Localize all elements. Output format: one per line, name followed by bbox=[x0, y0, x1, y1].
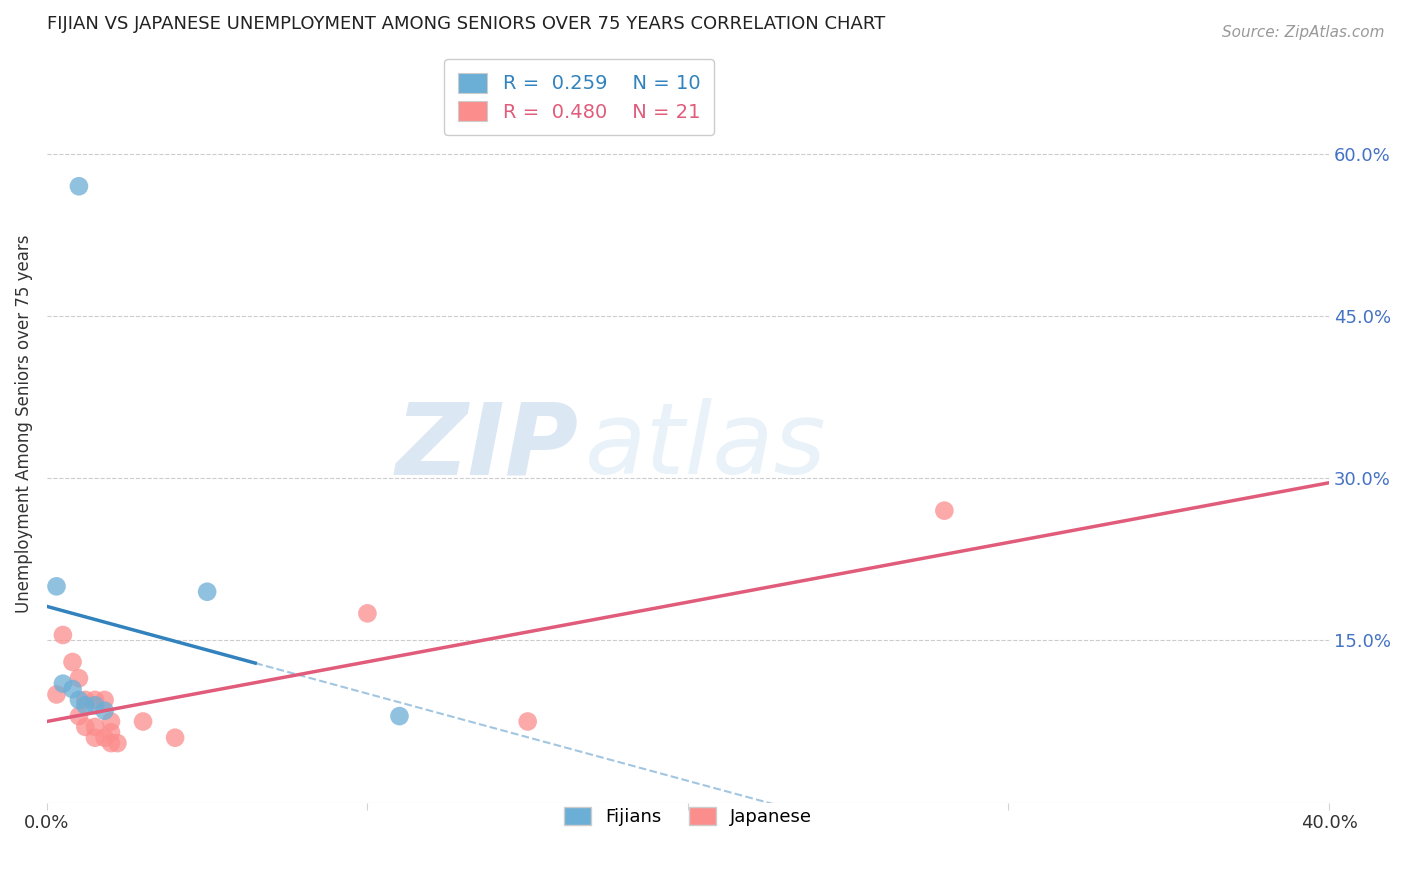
Point bbox=[100, 725, 122, 739]
Point bbox=[132, 714, 155, 729]
Point bbox=[84, 731, 107, 745]
Point bbox=[934, 503, 956, 517]
Point bbox=[84, 693, 107, 707]
Point bbox=[165, 731, 187, 745]
Point bbox=[45, 688, 67, 702]
Point bbox=[67, 671, 90, 685]
Point bbox=[67, 693, 90, 707]
Y-axis label: Unemployment Among Seniors over 75 years: Unemployment Among Seniors over 75 years bbox=[15, 235, 32, 614]
Text: FIJIAN VS JAPANESE UNEMPLOYMENT AMONG SENIORS OVER 75 YEARS CORRELATION CHART: FIJIAN VS JAPANESE UNEMPLOYMENT AMONG SE… bbox=[46, 15, 886, 33]
Text: atlas: atlas bbox=[585, 399, 827, 495]
Legend: Fijians, Japanese: Fijians, Japanese bbox=[555, 797, 821, 835]
Point bbox=[52, 628, 75, 642]
Point bbox=[62, 655, 84, 669]
Point bbox=[516, 714, 538, 729]
Point bbox=[67, 179, 90, 194]
Point bbox=[84, 698, 107, 713]
Point bbox=[45, 579, 67, 593]
Point bbox=[52, 676, 75, 690]
Point bbox=[93, 731, 115, 745]
Point bbox=[67, 709, 90, 723]
Point bbox=[356, 607, 378, 621]
Point bbox=[62, 681, 84, 696]
Point bbox=[75, 698, 97, 713]
Text: Source: ZipAtlas.com: Source: ZipAtlas.com bbox=[1222, 25, 1385, 40]
Point bbox=[84, 720, 107, 734]
Point bbox=[388, 709, 411, 723]
Point bbox=[107, 736, 129, 750]
Point bbox=[93, 693, 115, 707]
Point bbox=[75, 720, 97, 734]
Point bbox=[195, 584, 218, 599]
Point bbox=[100, 714, 122, 729]
Point bbox=[93, 704, 115, 718]
Text: ZIP: ZIP bbox=[396, 399, 579, 495]
Point bbox=[100, 736, 122, 750]
Point bbox=[75, 693, 97, 707]
